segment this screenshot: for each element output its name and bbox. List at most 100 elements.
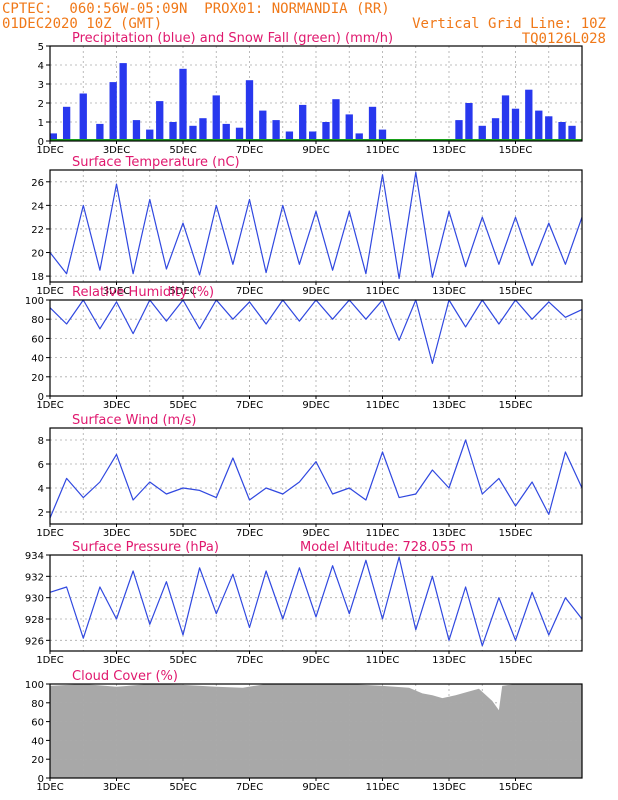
precip-bar xyxy=(259,110,267,141)
x-tick-label: 13DEC xyxy=(432,528,466,539)
precip-bar xyxy=(146,129,154,141)
x-tick-label: 7DEC xyxy=(236,145,263,156)
y-tick-label: 0 xyxy=(38,774,44,785)
x-tick-label: 9DEC xyxy=(302,782,329,793)
precip-bar xyxy=(189,125,197,141)
y-tick-label: 928 xyxy=(25,615,44,626)
x-tick-label: 13DEC xyxy=(432,400,466,411)
precip-bar xyxy=(345,114,353,141)
precip-bar xyxy=(299,104,307,141)
panel-title: Cloud Cover (%) xyxy=(72,669,178,684)
precip-bar xyxy=(545,116,553,141)
x-tick-label: 13DEC xyxy=(432,655,466,666)
x-tick-label: 5DEC xyxy=(169,145,196,156)
precip-bar xyxy=(235,127,244,141)
x-tick-label: 7DEC xyxy=(236,782,263,793)
y-tick-label: 40 xyxy=(31,354,44,365)
x-tick-label: 15DEC xyxy=(499,145,533,156)
precip-bar xyxy=(132,120,141,141)
x-tick-label: 3DEC xyxy=(103,655,130,666)
precip-bar xyxy=(535,110,543,141)
x-tick-label: 5DEC xyxy=(169,655,196,666)
precip-bar xyxy=(378,129,387,141)
precip-bar xyxy=(79,93,87,141)
y-tick-label: 24 xyxy=(31,201,44,212)
y-tick-label: 930 xyxy=(25,594,44,605)
x-tick-label: 3DEC xyxy=(103,286,130,297)
y-tick-label: 932 xyxy=(25,572,44,583)
x-tick-label: 1DEC xyxy=(36,286,63,297)
x-tick-label: 11DEC xyxy=(366,286,400,297)
x-tick-label: 1DEC xyxy=(36,655,63,666)
panel-title: Relative Humidity (%) xyxy=(72,285,214,300)
x-tick-label: 7DEC xyxy=(236,286,263,297)
y-tick-label: 2 xyxy=(38,99,44,110)
chart-header: CPTEC: 060:56W-05:09N PROX01: NORMANDIA … xyxy=(0,0,618,48)
x-tick-label: 15DEC xyxy=(499,400,533,411)
y-tick-label: 20 xyxy=(31,755,44,766)
y-tick-label: 80 xyxy=(31,315,44,326)
x-tick-label: 9DEC xyxy=(302,528,329,539)
panel-subtitle: Model Altitude: 728.055 m xyxy=(300,540,473,555)
precip-bar xyxy=(511,108,520,141)
header-date: 01DEC2020 10Z (GMT) xyxy=(2,16,163,32)
precip-bar xyxy=(109,82,117,141)
series-line xyxy=(49,556,583,647)
x-tick-label: 1DEC xyxy=(36,145,63,156)
x-tick-label: 15DEC xyxy=(499,528,533,539)
header-model-id: TQ0126L028 xyxy=(521,31,606,47)
x-tick-label: 1DEC xyxy=(36,400,63,411)
y-tick-label: 60 xyxy=(31,334,44,345)
panel-title: Precipitation (blue) and Snow Fall (gree… xyxy=(72,31,393,46)
x-tick-label: 3DEC xyxy=(103,528,130,539)
y-tick-label: 934 xyxy=(25,551,44,562)
x-tick-label: 1DEC xyxy=(36,528,63,539)
x-tick-label: 3DEC xyxy=(103,145,130,156)
precip-bar xyxy=(332,99,340,141)
x-tick-label: 11DEC xyxy=(366,528,400,539)
x-tick-label: 11DEC xyxy=(366,782,400,793)
panel-title: Surface Pressure (hPa) xyxy=(72,540,219,555)
x-tick-label: 11DEC xyxy=(366,655,400,666)
precip-bar xyxy=(368,106,377,141)
y-tick-label: 20 xyxy=(31,373,44,384)
y-tick-label: 2 xyxy=(38,508,44,519)
precip-bar xyxy=(62,106,71,141)
precip-bar xyxy=(272,120,280,141)
precip-bar xyxy=(169,122,177,141)
y-tick-label: 20 xyxy=(31,249,44,260)
precip-bar xyxy=(245,80,254,141)
x-tick-label: 9DEC xyxy=(302,286,329,297)
x-tick-label: 9DEC xyxy=(302,655,329,666)
precip-bar xyxy=(309,131,317,141)
x-tick-label: 5DEC xyxy=(169,400,196,411)
x-tick-label: 13DEC xyxy=(432,782,466,793)
precip-bar xyxy=(465,103,473,141)
y-tick-label: 80 xyxy=(31,699,44,710)
x-tick-label: 9DEC xyxy=(302,400,329,411)
x-tick-label: 15DEC xyxy=(499,655,533,666)
y-tick-label: 4 xyxy=(38,61,44,72)
series-line xyxy=(49,171,583,280)
precip-bar xyxy=(568,125,576,141)
series-line xyxy=(49,439,583,519)
precip-bar xyxy=(501,95,510,141)
x-tick-label: 11DEC xyxy=(366,145,400,156)
x-tick-label: 1DEC xyxy=(36,782,63,793)
y-tick-label: 5 xyxy=(38,42,44,53)
x-tick-label: 5DEC xyxy=(169,782,196,793)
panel-title: Surface Temperature (nC) xyxy=(72,155,240,170)
header-station: CPTEC: 060:56W-05:09N PROX01: NORMANDIA … xyxy=(2,1,390,17)
x-tick-label: 13DEC xyxy=(432,145,466,156)
y-tick-label: 26 xyxy=(31,178,44,189)
precip-bar xyxy=(355,133,363,141)
x-tick-label: 5DEC xyxy=(169,286,196,297)
y-tick-label: 100 xyxy=(25,680,44,691)
x-tick-label: 3DEC xyxy=(103,400,130,411)
x-tick-label: 15DEC xyxy=(499,782,533,793)
precip-bar xyxy=(119,63,127,141)
x-tick-label: 7DEC xyxy=(236,400,263,411)
y-tick-label: 22 xyxy=(31,225,44,236)
precip-bar xyxy=(49,133,57,141)
precip-bar xyxy=(558,122,566,141)
